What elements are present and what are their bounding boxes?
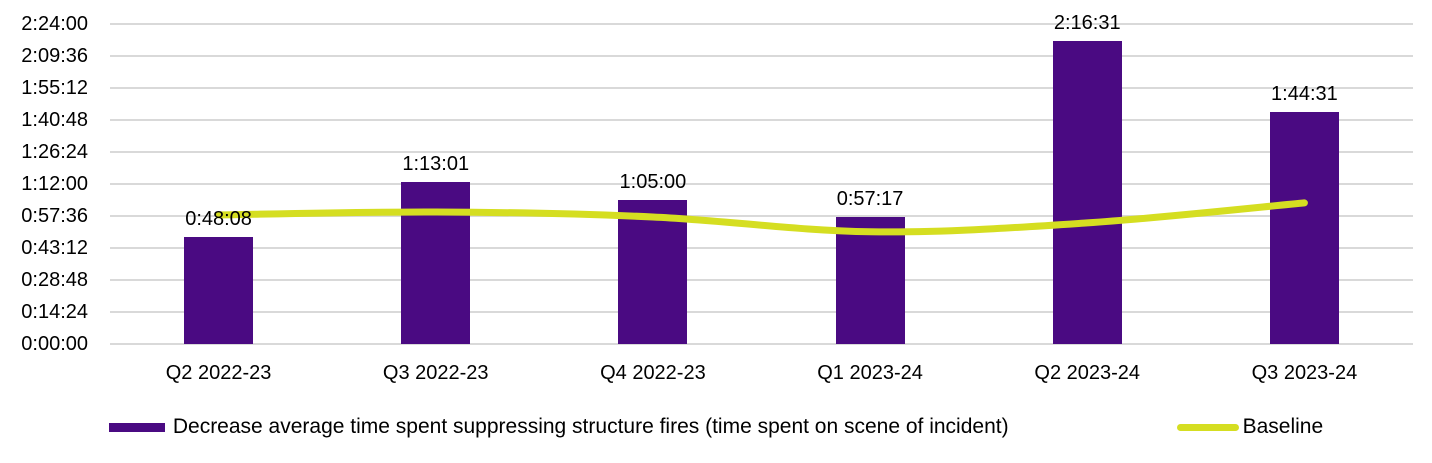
gridline <box>110 23 1413 25</box>
gridline <box>110 215 1413 217</box>
y-tick-label: 1:26:24 <box>21 141 88 163</box>
baseline-label: Baseline <box>1242 415 1324 438</box>
bar <box>1052 40 1122 344</box>
x-category-label: Q2 2023-24 <box>1034 362 1141 384</box>
y-tick-label: 1:40:48 <box>21 109 88 131</box>
gridline <box>110 151 1413 153</box>
bar-series-label: Decrease average time spent suppressing … <box>172 415 1009 438</box>
legend-item-bar-series: Decrease average time spent suppressing … <box>108 415 1009 439</box>
bar-data-label: 1:44:31 <box>1271 82 1338 105</box>
bar <box>1269 111 1339 344</box>
bar <box>835 216 905 344</box>
legend-item-baseline: Baseline <box>1176 415 1324 439</box>
y-tick-label: 0:00:00 <box>21 333 88 355</box>
bar-data-label: 1:13:01 <box>402 152 470 175</box>
baseline-path <box>215 199 1308 236</box>
bar-data-label: 0:48:08 <box>185 208 252 231</box>
gridline <box>110 87 1413 89</box>
gridline <box>110 311 1413 313</box>
y-tick-label: 1:55:12 <box>21 77 88 99</box>
legend: Decrease average time spent suppressing … <box>0 411 1432 443</box>
gridline <box>110 55 1413 57</box>
x-category-label: Q3 2022-23 <box>382 362 489 384</box>
bar-data-label: 1:05:00 <box>619 170 687 193</box>
bar-series-swatch <box>108 422 165 432</box>
bar <box>401 181 471 344</box>
gridline <box>110 247 1413 249</box>
y-tick-label: 2:09:36 <box>21 45 88 67</box>
x-category-label: Q1 2023-24 <box>817 362 923 384</box>
y-tick-label: 0:57:36 <box>21 205 88 227</box>
bar-data-label: 2:16:31 <box>1053 11 1121 34</box>
x-category-label: Q2 2022-23 <box>165 362 272 384</box>
bar-data-label: 0:57:17 <box>836 187 904 210</box>
y-tick-label: 1:12:00 <box>21 173 88 195</box>
baseline-swatch <box>1176 423 1239 431</box>
gridline <box>110 183 1413 185</box>
y-tick-label: 2:24:00 <box>21 13 88 35</box>
y-tick-label: 0:14:24 <box>21 301 88 323</box>
x-category-label: Q4 2022-23 <box>600 362 706 384</box>
bar <box>184 237 254 344</box>
gridline <box>110 343 1413 345</box>
gridline <box>110 279 1413 281</box>
bar <box>618 199 688 344</box>
y-tick-label: 0:28:48 <box>21 269 88 291</box>
gridline <box>110 119 1413 121</box>
y-tick-label: 0:43:12 <box>21 237 88 259</box>
x-category-label: Q3 2023-24 <box>1251 362 1358 384</box>
